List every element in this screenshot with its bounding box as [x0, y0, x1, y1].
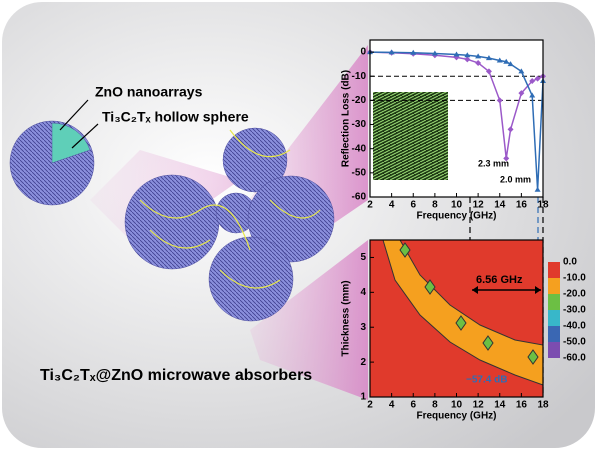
colorbar-label: -10.0	[563, 273, 586, 284]
y-tick-label: -60	[352, 192, 367, 203]
x-tick-label: 12	[473, 200, 485, 211]
x-tick-label: 2	[367, 400, 373, 411]
colorbar-segment	[548, 278, 560, 294]
legend-label: 2.0 mm	[500, 174, 531, 184]
y-tick-label: -20	[352, 95, 367, 106]
x-tick-label: 4	[389, 200, 395, 211]
colorbar-segment	[548, 294, 560, 310]
y-tick-label: 2	[360, 357, 366, 368]
x-axis-label: Frequency (GHz)	[416, 411, 496, 422]
figure: ZnO nanoarrays Ti₃C₂Tₓ hollow sphere Ti₃…	[0, 0, 597, 452]
colorbar-label: -60.0	[563, 353, 586, 364]
x-tick-label: 14	[494, 400, 506, 411]
x-tick-label: 6	[410, 400, 416, 411]
page: {"labels": {"nanoarrays": "ZnO nanoarray…	[0, 0, 597, 452]
x-tick-label: 18	[537, 200, 549, 211]
legend-label: 2.3 mm	[478, 158, 509, 168]
colorbar-segment	[548, 342, 560, 358]
x-tick-label: 18	[537, 400, 549, 411]
x-tick-label: 14	[494, 200, 506, 211]
x-tick-label: 10	[451, 400, 463, 411]
annotation: −57.4 dB	[466, 375, 507, 386]
y-tick-label: 4	[360, 287, 366, 298]
label: Ti₃C₂Tₓ hollow sphere	[102, 109, 249, 125]
annotation: 6.56 GHz	[476, 274, 523, 286]
x-tick-label: 16	[516, 200, 528, 211]
colorbar-label: -20.0	[563, 289, 586, 300]
colorbar-segment	[548, 262, 560, 278]
x-tick-label: 10	[451, 200, 463, 211]
label: Ti₃C₂Tₓ@ZnO microwave absorbers	[40, 367, 312, 384]
y-axis-label: Reflection Loss (dB)	[341, 70, 352, 167]
y-tick-label: -50	[352, 167, 367, 178]
y-tick-label: 3	[360, 322, 366, 333]
x-tick-label: 16	[516, 400, 528, 411]
y-tick-label: -10	[352, 71, 367, 82]
colorbar-label: 0.0	[563, 257, 577, 268]
x-axis-label: Frequency (GHz)	[416, 211, 496, 222]
colorbar-label: -30.0	[563, 305, 586, 316]
y-tick-label: 0	[360, 47, 366, 58]
colorbar-label: -40.0	[563, 321, 586, 332]
x-tick-label: 4	[389, 400, 395, 411]
x-tick-label: 8	[432, 200, 438, 211]
y-tick-label: -40	[352, 143, 367, 154]
y-tick-label: 5	[360, 252, 366, 263]
x-tick-label: 12	[473, 400, 485, 411]
x-tick-label: 6	[410, 200, 416, 211]
sem-inset	[373, 92, 448, 180]
colorbar-segment	[548, 326, 560, 342]
label: ZnO nanoarrays	[95, 84, 203, 100]
colorbar-label: -50.0	[563, 337, 586, 348]
x-tick-label: 2	[367, 200, 373, 211]
colorbar-segment	[548, 310, 560, 326]
y-tick-label: 1	[360, 392, 366, 403]
y-axis-label: Thickness (mm)	[341, 280, 352, 356]
x-tick-label: 8	[432, 400, 438, 411]
y-tick-label: -30	[352, 119, 367, 130]
